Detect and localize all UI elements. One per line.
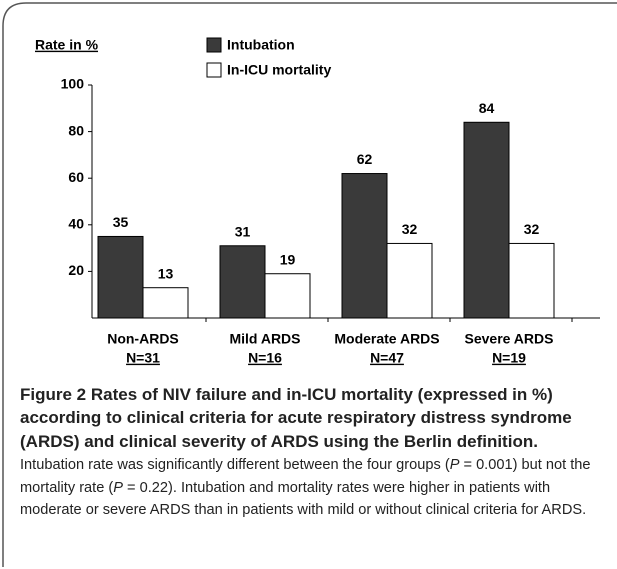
caption-text: = 0.22). Intubation and mortality rates … <box>20 479 587 519</box>
bar <box>142 287 189 319</box>
legend-label: Intubation <box>227 37 295 53</box>
category-count: N=31 <box>126 350 160 366</box>
value-label: 32 <box>402 221 418 237</box>
category-count: N=16 <box>248 350 282 366</box>
caption-text: P <box>449 457 460 474</box>
caption-text: = 0.001) but not the mortality rate ( <box>20 457 591 496</box>
y-tick-label: 80 <box>68 122 84 138</box>
value-label: 13 <box>158 265 174 281</box>
value-label: 62 <box>357 151 373 167</box>
category-count: N=47 <box>370 350 404 366</box>
y-tick-label: 60 <box>68 169 84 185</box>
x-tick-label: Mild ARDS <box>229 331 300 347</box>
caption-label: Figure 2 <box>20 385 87 404</box>
bar <box>97 235 144 319</box>
value-label: 31 <box>235 223 251 239</box>
caption: Figure 2 Rates of NIV failure and in-ICU… <box>20 384 605 521</box>
x-tick-label: Non-ARDS <box>107 331 179 347</box>
legend-swatch <box>206 62 222 78</box>
y-tick-label: 40 <box>68 216 84 232</box>
bar <box>386 242 433 319</box>
value-label: 32 <box>524 221 540 237</box>
bar <box>341 173 388 319</box>
y-tick-label: 20 <box>68 262 84 278</box>
value-label: 19 <box>280 251 296 267</box>
y-axis-label: Rate in % <box>35 37 99 53</box>
bar <box>463 121 510 319</box>
caption-title: Rates of NIV failure and in-ICU mortalit… <box>20 385 572 451</box>
caption-text: P <box>113 479 123 496</box>
value-label: 35 <box>113 214 129 230</box>
bar <box>219 245 266 319</box>
bar <box>508 242 555 319</box>
caption-text: Intubation rate was significantly differ… <box>20 457 450 474</box>
bar <box>264 273 311 319</box>
x-tick-label: Severe ARDS <box>465 331 554 347</box>
legend-swatch <box>206 37 222 53</box>
y-tick-label: 100 <box>61 76 85 92</box>
legend-label: In-ICU mortality <box>227 62 331 78</box>
category-count: N=19 <box>492 350 526 366</box>
value-label: 84 <box>479 100 495 116</box>
x-tick-label: Moderate ARDS <box>334 331 439 347</box>
